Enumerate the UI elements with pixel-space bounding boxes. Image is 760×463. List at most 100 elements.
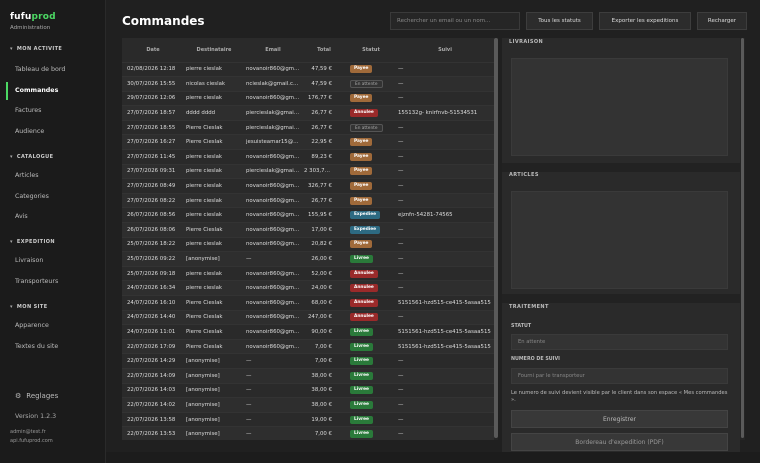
table-row[interactable]: 02/08/2026 12:18 pierre cieslak novanoir86… [122, 61, 494, 77]
table-row[interactable]: 22/07/2026 14:29 [anonymise] —7,00 € Livree… [122, 353, 494, 369]
reload-button[interactable]: Recharger [697, 12, 747, 30]
cell-date: 30/07/2026 15:55 [122, 76, 184, 92]
table-row[interactable]: 25/07/2026 09:18 pierre cieslak novanoir86… [122, 265, 494, 281]
sidebar-item-livraison[interactable]: Livraison [15, 257, 44, 264]
column-header-total[interactable]: Total [302, 38, 346, 62]
cell-suivi: — [396, 222, 494, 238]
sidebar-section-mon-activite[interactable]: ▾ MON ACTIVITE [10, 46, 62, 52]
export-button[interactable]: Exporter les expeditions [599, 12, 691, 30]
cell-email: jesuisteamar15@gmail.com [244, 134, 302, 150]
search-input[interactable] [390, 12, 520, 30]
status-badge: Annulee [350, 298, 378, 307]
table-row[interactable]: 29/07/2026 12:06 pierre cieslak novanoir86… [122, 90, 494, 106]
status-badge: Payee [350, 196, 373, 205]
status-badge: Payee [350, 182, 373, 191]
table-row[interactable]: 24/07/2026 11:01 Pierre Cieslak novanoir86… [122, 324, 494, 340]
table-scrollbar[interactable] [494, 38, 498, 440]
save-button[interactable]: Enregistrer [511, 410, 728, 428]
sidebar-item-transporteurs[interactable]: Transporteurs [15, 277, 59, 285]
cell-suivi: — [396, 309, 494, 325]
column-header-suivi[interactable]: Suivi [396, 38, 494, 62]
cell-total: 22,95 € [302, 134, 346, 150]
table-row[interactable]: 27/07/2026 11:45 pierre cieslak novanoir86… [122, 149, 494, 165]
table-row[interactable]: 25/07/2026 09:22 [anonymise] —26,00 € Livre… [122, 251, 494, 267]
table-row[interactable]: 26/07/2026 08:06 Pierre Cieslak novanoir86… [122, 222, 494, 238]
sidebar-item-audience[interactable]: Audience [15, 127, 45, 135]
cell-total: 26,77 € [302, 105, 346, 121]
table-row[interactable]: 22/07/2026 17:09 Pierre Cieslak novanoir86… [122, 338, 494, 354]
cell-destinataire: Pierre Cieslak [184, 309, 244, 325]
cell-date: 22/07/2026 14:02 [122, 397, 184, 413]
cell-date: 02/08/2026 12:18 [122, 61, 184, 77]
chevron-down-icon: ▾ [10, 304, 13, 310]
table-row[interactable]: 27/07/2026 18:55 Pierre Cieslak pierciesla… [122, 119, 494, 135]
cell-destinataire: [anonymise] [184, 426, 244, 440]
cell-destinataire: pierre cieslak [184, 207, 244, 223]
cell-destinataire: Pierre Cieslak [184, 324, 244, 340]
logo[interactable]: fufuprod [10, 12, 56, 22]
sidebar-item-categories[interactable]: Categories [15, 192, 49, 200]
sidebar-section-mon-site[interactable]: ▾ MON SITE [10, 304, 48, 310]
cell-suivi: 5151561-hzd515-ce415-5asaa515 [396, 324, 494, 340]
column-header-date[interactable]: Date [122, 38, 184, 62]
table-row[interactable]: 27/07/2026 16:27 Pierre Cieslak jesuisteam… [122, 134, 494, 150]
table-row[interactable]: 26/07/2026 08:56 pierre cieslak novanoir86… [122, 207, 494, 223]
table-body: 02/08/2026 12:18 pierre cieslak novanoir86… [122, 61, 494, 440]
cell-statut: En attente [346, 119, 396, 135]
table-row[interactable]: 22/07/2026 13:53 [anonymise] —7,00 € Livree… [122, 426, 494, 440]
shipping-label-pdf-button[interactable]: Bordereau d'expedition (PDF) [511, 433, 728, 451]
cell-statut: Livree [346, 426, 396, 440]
table-row[interactable]: 24/07/2026 16:34 pierre cieslak novanoir86… [122, 280, 494, 296]
sidebar-item-articles[interactable]: Articles [15, 172, 39, 179]
cell-destinataire: [anonymise] [184, 251, 244, 267]
table-row[interactable]: 30/07/2026 15:55 nicolas cieslak ncieslak@… [122, 76, 494, 92]
cell-total: 68,00 € [302, 295, 346, 311]
cell-email: novanoir860@gmail.com [244, 280, 302, 296]
sidebar-item-apparence[interactable]: Apparence [15, 322, 49, 329]
cell-suivi: — [396, 192, 494, 208]
sidebar: fufuprod Administration ▾ MON ACTIVITE Tab… [0, 0, 106, 463]
table-row[interactable]: 25/07/2026 18:22 pierre cieslak novanoir86… [122, 236, 494, 252]
cell-destinataire: Pierre Cieslak [184, 295, 244, 311]
table-scrollbar-thumb[interactable] [494, 38, 498, 438]
table-row[interactable]: 24/07/2026 14:40 Pierre Cieslak novanoir86… [122, 309, 494, 325]
table-row[interactable]: 27/07/2026 08:49 pierre cieslak novanoir86… [122, 178, 494, 194]
sidebar-item-commandes[interactable]: Commandes [15, 86, 59, 94]
sidebar-item-factures[interactable]: Factures [15, 107, 42, 114]
table-row[interactable]: 22/07/2026 14:03 [anonymise] —38,00 € Livre… [122, 382, 494, 398]
column-header-email[interactable]: Email [244, 38, 302, 62]
cell-date: 27/07/2026 18:57 [122, 105, 184, 121]
sidebar-item-settings[interactable]: ⚙ Reglages [15, 392, 58, 400]
table-row[interactable]: 24/07/2026 16:10 Pierre Cieslak novanoir86… [122, 295, 494, 311]
sidebar-item-tableau-de-bord[interactable]: Tableau de bord [15, 66, 66, 73]
column-header-statut[interactable]: Statut [346, 38, 396, 62]
sidebar-section-catalogue[interactable]: ▾ CATALOGUE [10, 154, 53, 160]
status-badge: Payee [350, 138, 373, 147]
status-badge: Livree [350, 327, 373, 336]
status-filter-select[interactable]: Tous les statuts [526, 12, 593, 30]
statut-select[interactable]: En attente [511, 334, 728, 350]
table-row[interactable]: 22/07/2026 13:58 [anonymise] —19,00 € Livre… [122, 411, 494, 427]
sidebar-section-expedition[interactable]: ▾ EXPEDITION [10, 239, 55, 245]
table-row[interactable]: 27/07/2026 08:22 pierre cieslak novanoir86… [122, 192, 494, 208]
status-badge: Annulee [350, 313, 378, 322]
status-badge: Payee [350, 65, 373, 74]
tracking-input[interactable]: Fourni par le transporteur [511, 368, 728, 384]
column-header-destinataire[interactable]: Destinataire [184, 38, 244, 62]
cell-destinataire: [anonymise] [184, 411, 244, 427]
traitement-heading: TRAITEMENT [509, 304, 549, 310]
status-badge: Livree [350, 342, 373, 351]
cell-destinataire: Pierre Cieslak [184, 338, 244, 354]
cell-email: novanoir860@gmail.com [244, 295, 302, 311]
cell-statut: Livree [346, 324, 396, 340]
sidebar-item-textes-du-site[interactable]: Textes du site [15, 342, 59, 350]
cell-statut: Livree [346, 338, 396, 354]
status-badge: Livree [350, 371, 373, 380]
detail-scrollbar[interactable] [740, 38, 745, 440]
detail-scrollbar-thumb[interactable] [741, 38, 744, 438]
table-row[interactable]: 27/07/2026 09:31 pierre cieslak pierciesla… [122, 163, 494, 179]
table-row[interactable]: 27/07/2026 18:57 dddd dddd piercieslak@gma… [122, 105, 494, 121]
table-row[interactable]: 22/07/2026 14:02 [anonymise] —38,00 € Livre… [122, 397, 494, 413]
table-row[interactable]: 22/07/2026 14:09 [anonymise] —38,00 € Livre… [122, 367, 494, 384]
sidebar-item-avis[interactable]: Avis [15, 213, 28, 220]
